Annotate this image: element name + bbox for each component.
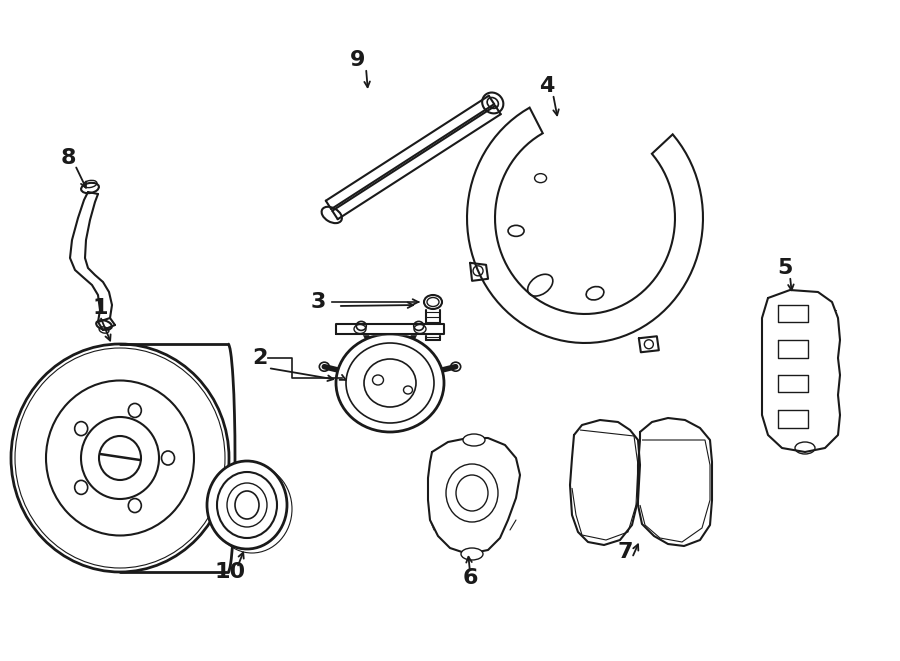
Polygon shape [638, 418, 712, 546]
Ellipse shape [424, 295, 442, 309]
Ellipse shape [461, 548, 483, 560]
Ellipse shape [336, 334, 444, 432]
Polygon shape [778, 410, 808, 428]
Ellipse shape [217, 472, 277, 538]
Text: 10: 10 [214, 562, 246, 582]
Polygon shape [336, 324, 444, 334]
Text: 8: 8 [60, 148, 76, 168]
Ellipse shape [207, 461, 287, 549]
Text: 4: 4 [539, 76, 554, 96]
Text: 1: 1 [92, 298, 108, 318]
Text: 3: 3 [310, 292, 326, 312]
Polygon shape [778, 305, 808, 322]
Polygon shape [639, 336, 659, 352]
Polygon shape [570, 420, 640, 545]
Text: 6: 6 [463, 568, 478, 588]
Polygon shape [467, 108, 703, 343]
Text: 2: 2 [252, 348, 267, 368]
Polygon shape [778, 375, 808, 392]
Polygon shape [762, 290, 840, 452]
Polygon shape [778, 340, 808, 358]
Polygon shape [470, 263, 488, 281]
Polygon shape [428, 438, 520, 554]
Text: 7: 7 [617, 542, 633, 562]
Text: 5: 5 [778, 258, 793, 278]
Ellipse shape [463, 434, 485, 446]
Ellipse shape [235, 491, 259, 519]
Text: 9: 9 [350, 50, 365, 70]
